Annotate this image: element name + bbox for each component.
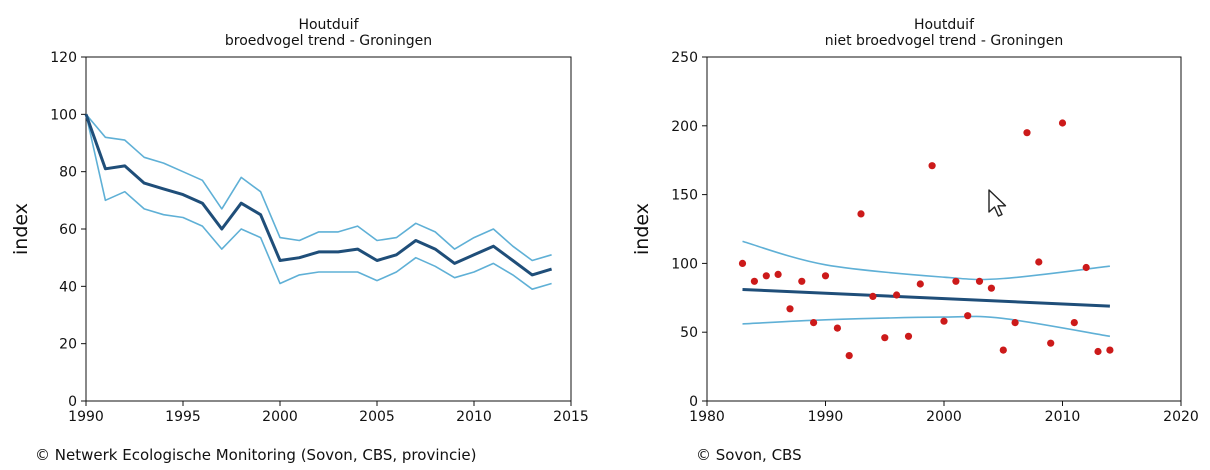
right-data-point xyxy=(975,277,984,285)
right-data-point xyxy=(1082,263,1090,272)
left-ytick-label: 40 xyxy=(59,279,77,295)
right-data-point xyxy=(999,346,1007,354)
right-title: Houtduif xyxy=(914,17,975,33)
right-ylabel: index xyxy=(631,203,653,255)
left-ytick-label: 80 xyxy=(59,165,77,181)
left-series-trend-line xyxy=(84,113,553,277)
right-ytick-label: 50 xyxy=(680,325,698,341)
right-data-point xyxy=(1058,119,1067,127)
left-xtick-label: 2000 xyxy=(262,409,298,425)
right-data-point xyxy=(1070,319,1078,327)
right-xtick-label: 2010 xyxy=(1045,409,1081,425)
right-data-point xyxy=(738,259,747,267)
left-xtick-label: 2015 xyxy=(553,409,589,425)
right-data-point xyxy=(952,277,960,285)
right-data-point xyxy=(904,332,913,340)
left-ytick-label: 120 xyxy=(50,50,77,66)
right-data-point xyxy=(762,272,770,280)
right-data-point xyxy=(964,312,972,320)
right-data-point xyxy=(798,277,806,285)
right-subtitle: niet broedvogel trend - Groningen xyxy=(825,33,1064,49)
right-data-point xyxy=(750,277,759,285)
right-data-point xyxy=(833,324,842,332)
right-lower-bound-line xyxy=(742,315,1111,338)
mouse-pointer-icon xyxy=(988,189,1007,217)
credit-right: © Sovon, CBS xyxy=(696,446,802,464)
left-subtitle: broedvogel trend - Groningen xyxy=(225,33,432,49)
right-data-point xyxy=(786,305,794,313)
left-xtick-label: 2005 xyxy=(359,409,395,425)
right-data-point xyxy=(893,291,901,299)
right-xtick-label: 1980 xyxy=(689,409,725,425)
right-data-point xyxy=(774,270,782,278)
right-data-point xyxy=(940,317,948,325)
right-data-point xyxy=(916,280,924,288)
left-xtick-label: 2010 xyxy=(456,409,492,425)
right-data-point xyxy=(881,334,889,342)
right-data-point xyxy=(928,162,936,170)
right-ytick-label: 200 xyxy=(671,119,698,135)
right-data-point xyxy=(987,284,996,292)
right-ytick-label: 150 xyxy=(671,188,698,204)
right-data-point xyxy=(1047,339,1055,347)
right-data-point xyxy=(1011,319,1019,327)
right-ytick-label: 0 xyxy=(689,394,698,410)
left-ytick-label: 20 xyxy=(59,337,77,353)
right-upper-bound-line xyxy=(742,240,1110,281)
credit-left: © Netwerk Ecologische Monitoring (Sovon,… xyxy=(35,446,477,464)
right-data-point xyxy=(845,352,853,360)
right-data-point xyxy=(821,272,830,280)
right-data-point xyxy=(1035,258,1043,266)
right-xtick-label: 2000 xyxy=(926,409,962,425)
left-ytick-label: 100 xyxy=(50,107,77,123)
left-xtick-label: 1995 xyxy=(165,409,201,425)
right-data-point xyxy=(1106,346,1114,354)
left-title: Houtduif xyxy=(298,17,359,33)
right-data-point xyxy=(1094,347,1102,356)
right-data-point xyxy=(810,319,818,327)
right-xtick-label: 1990 xyxy=(808,409,844,425)
right-ytick-label: 100 xyxy=(671,256,698,272)
right-trend-line xyxy=(742,288,1110,308)
right-xtick-label: 2020 xyxy=(1163,409,1199,425)
left-ytick-label: 60 xyxy=(59,222,77,238)
right-data-point xyxy=(869,292,877,300)
left-series-upper-line xyxy=(85,113,552,262)
left-xtick-label: 1990 xyxy=(68,409,104,425)
left-series-lower-line xyxy=(85,114,552,290)
right-data-point xyxy=(1023,129,1031,137)
right-ytick-label: 250 xyxy=(671,50,698,66)
left-ylabel: index xyxy=(10,203,32,255)
left-plot-frame xyxy=(85,56,572,402)
right-data-point xyxy=(857,210,865,218)
left-ytick-label: 0 xyxy=(68,394,77,410)
